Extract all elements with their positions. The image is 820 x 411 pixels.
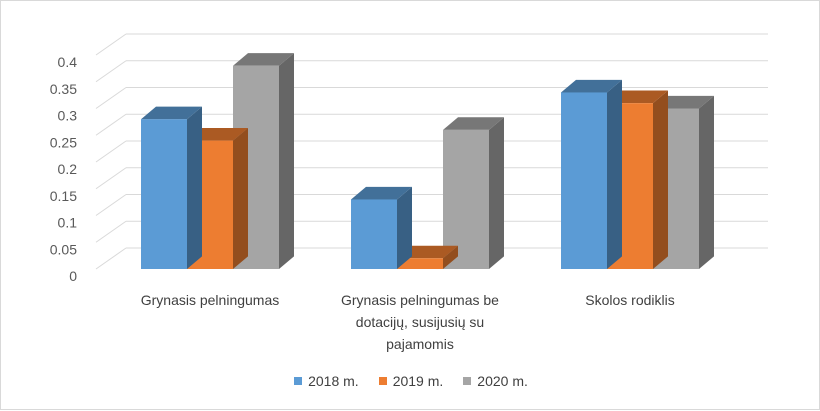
y-tick-label: 0.3 [58, 108, 78, 124]
bar [141, 106, 202, 269]
gridline-depth [95, 247, 127, 270]
category-label: Skolos rodiklis [585, 292, 674, 308]
gridline-depth [95, 60, 127, 83]
gridline-depth [95, 140, 127, 163]
category-label-line: Grynasis pelningumas be [341, 292, 499, 308]
bar [561, 79, 622, 269]
category-label-line: pajamomis [386, 336, 454, 352]
gridline-depth [95, 87, 127, 109]
bar-top [653, 95, 714, 109]
gridline-depth [95, 194, 127, 216]
gridline-depth [95, 33, 127, 56]
legend-swatch [463, 377, 472, 385]
y-tick-label: 0.35 [50, 81, 77, 97]
y-tick-label: 0.2 [58, 161, 78, 177]
bar-side [443, 245, 458, 269]
category-label: Grynasis pelningumas [141, 292, 280, 308]
bar-side [279, 53, 294, 269]
y-tick-label: 0.05 [50, 241, 77, 257]
gridline-depth [95, 167, 127, 190]
bar-side [607, 79, 622, 269]
y-axis-ticks: 0 0.05 0.1 0.15 0.2 0.25 0.3 0.35 0.4 [50, 54, 77, 284]
bar-side [653, 90, 668, 269]
legend-swatch [294, 377, 303, 385]
bar-top [187, 128, 248, 141]
bar-side [233, 128, 248, 269]
legend-swatch [378, 377, 387, 385]
legend: 2018 m. 2019 m. 2020 m. [1, 373, 820, 389]
category-label-line: Skolos rodiklis [585, 292, 674, 308]
legend-item: 2018 m. [294, 373, 359, 389]
bar-front [561, 92, 607, 269]
y-tick-label: 0.15 [50, 188, 77, 204]
bar-top [607, 90, 668, 104]
bar-front [141, 119, 187, 269]
category-label-line: dotacijų, susijusių su [356, 314, 484, 330]
bar-side [699, 95, 714, 270]
bar-group [351, 117, 504, 269]
bar-group [141, 53, 294, 269]
y-tick-label: 0.1 [58, 215, 78, 231]
legend-item: 2019 m. [378, 373, 444, 389]
bar-front [351, 199, 397, 269]
bar-front [397, 258, 443, 269]
bar-top [141, 106, 202, 120]
legend-item: 2020 m. [463, 373, 528, 389]
y-tick-label: 0 [69, 268, 77, 284]
bar-top [397, 245, 458, 259]
bar-top [233, 53, 294, 66]
category-label-line: Grynasis pelningumas [141, 292, 280, 308]
gridline-depth [95, 220, 127, 243]
legend-label: 2018 m. [308, 373, 359, 389]
bar [397, 245, 458, 269]
bar-top [443, 117, 504, 130]
legend-label: 2019 m. [392, 373, 444, 389]
bar-side [489, 117, 504, 269]
bar-side [187, 106, 202, 269]
y-tick-label: 0.25 [50, 134, 77, 150]
gridline-depth [95, 113, 127, 136]
bar-side [397, 186, 412, 269]
bar-group [561, 79, 714, 270]
bar-top [351, 186, 412, 200]
bar-top [561, 79, 622, 93]
category-label: Grynasis pelningumas be dotacijų, susijus… [341, 292, 499, 352]
legend-label: 2020 m. [477, 373, 528, 389]
y-tick-label: 0.4 [58, 54, 78, 70]
bar [351, 186, 412, 269]
